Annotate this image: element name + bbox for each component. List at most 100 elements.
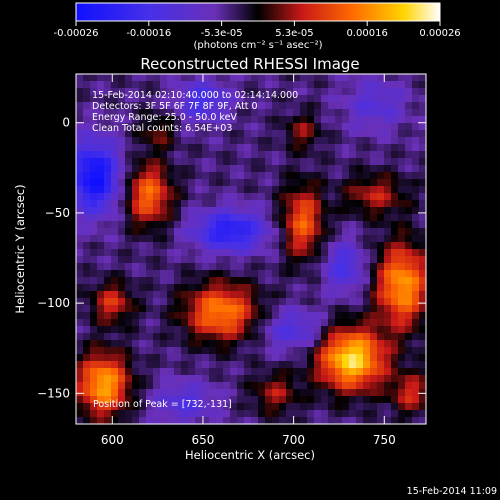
heatmap-cell: [111, 305, 119, 313]
heatmap-cell: [132, 207, 140, 215]
heatmap-cell: [342, 382, 350, 390]
heatmap-cell: [405, 347, 413, 355]
heatmap-cell: [377, 270, 385, 278]
heatmap-cell: [391, 228, 399, 236]
heatmap-cell: [328, 291, 336, 299]
heatmap-cell: [419, 403, 427, 411]
heatmap-cell: [377, 193, 385, 201]
heatmap-cell: [286, 340, 294, 348]
heatmap-cell: [391, 102, 399, 110]
heatmap-cell: [244, 312, 252, 320]
heatmap-cell: [167, 256, 175, 264]
heatmap-cell: [265, 277, 273, 285]
heatmap-cell: [195, 361, 203, 369]
heatmap-cell: [342, 417, 350, 425]
heatmap-cell: [125, 270, 133, 278]
heatmap-cell: [118, 382, 126, 390]
heatmap-cell: [111, 151, 119, 159]
heatmap-cell: [160, 382, 168, 390]
heatmap-cell: [146, 130, 154, 138]
heatmap-cell: [90, 228, 98, 236]
heatmap-cell: [300, 319, 308, 327]
heatmap-cell: [223, 137, 231, 145]
heatmap-cell: [384, 74, 392, 82]
heatmap-cell: [139, 116, 147, 124]
heatmap-cell: [265, 235, 273, 243]
heatmap-cell: [174, 305, 182, 313]
heatmap-cell: [321, 305, 329, 313]
heatmap-cell: [118, 242, 126, 250]
heatmap-cell: [370, 333, 378, 341]
heatmap-cell: [90, 417, 98, 425]
heatmap-cell: [391, 354, 399, 362]
heatmap-cell: [307, 200, 315, 208]
heatmap-cell: [286, 410, 294, 418]
heatmap-cell: [97, 95, 105, 103]
heatmap-cell: [258, 326, 266, 334]
heatmap-cell: [76, 123, 84, 131]
heatmap-cell: [384, 235, 392, 243]
heatmap-cell: [104, 382, 112, 390]
heatmap-cell: [265, 340, 273, 348]
heatmap-cell: [405, 235, 413, 243]
heatmap-cell: [251, 361, 259, 369]
heatmap-cell: [216, 172, 224, 180]
heatmap-cell: [139, 249, 147, 257]
heatmap-cell: [97, 382, 105, 390]
heatmap-cell: [307, 130, 315, 138]
heatmap-cell: [76, 249, 84, 257]
heatmap-cell: [174, 284, 182, 292]
heatmap-cell: [195, 270, 203, 278]
heatmap-cell: [237, 137, 245, 145]
heatmap-cell: [363, 130, 371, 138]
heatmap-cell: [104, 172, 112, 180]
heatmap-cell: [104, 151, 112, 159]
heatmap-cell: [349, 347, 357, 355]
heatmap-cell: [300, 186, 308, 194]
heatmap-cell: [356, 123, 364, 131]
colorbar-tick-label: 0.00016: [347, 28, 388, 39]
heatmap-cell: [104, 144, 112, 152]
heatmap-cell: [412, 333, 420, 341]
heatmap-cell: [272, 270, 280, 278]
heatmap-cell: [181, 347, 189, 355]
heatmap-cell: [97, 186, 105, 194]
heatmap-cell: [146, 151, 154, 159]
heatmap-cell: [188, 326, 196, 334]
heatmap-cell: [335, 200, 343, 208]
heatmap-cell: [111, 235, 119, 243]
x-axis-label: Heliocentric X (arcsec): [185, 448, 315, 462]
heatmap-cell: [216, 305, 224, 313]
heatmap-cell: [419, 172, 427, 180]
heatmap-cell: [258, 102, 266, 110]
heatmap-cell: [391, 200, 399, 208]
heatmap-cell: [174, 130, 182, 138]
heatmap-cell: [377, 109, 385, 117]
heatmap-cell: [76, 172, 84, 180]
heatmap-cell: [132, 375, 140, 383]
heatmap-cell: [272, 242, 280, 250]
colorbar: -0.00026 -0.00016 -5.3e-05 5.3e-05 0.00016 0.…: [54, 2, 461, 51]
heatmap-cell: [391, 249, 399, 257]
heatmap-cell: [202, 221, 210, 229]
heatmap-cell: [349, 200, 357, 208]
heatmap-cell: [83, 389, 91, 397]
heatmap-cell: [377, 298, 385, 306]
heatmap-cell: [153, 347, 161, 355]
heatmap-cell: [370, 242, 378, 250]
heatmap-cell: [223, 263, 231, 271]
heatmap-cell: [97, 270, 105, 278]
heatmap-cell: [328, 228, 336, 236]
heatmap-cell: [377, 144, 385, 152]
heatmap-cell: [237, 221, 245, 229]
heatmap-cell: [223, 368, 231, 376]
heatmap-cell: [377, 123, 385, 131]
heatmap-cell: [76, 116, 84, 124]
heatmap-cell: [321, 354, 329, 362]
heatmap-cell: [167, 305, 175, 313]
heatmap-cell: [328, 312, 336, 320]
heatmap-cell: [349, 263, 357, 271]
heatmap-cell: [328, 144, 336, 152]
heatmap-cell: [251, 172, 259, 180]
heatmap-cell: [97, 319, 105, 327]
